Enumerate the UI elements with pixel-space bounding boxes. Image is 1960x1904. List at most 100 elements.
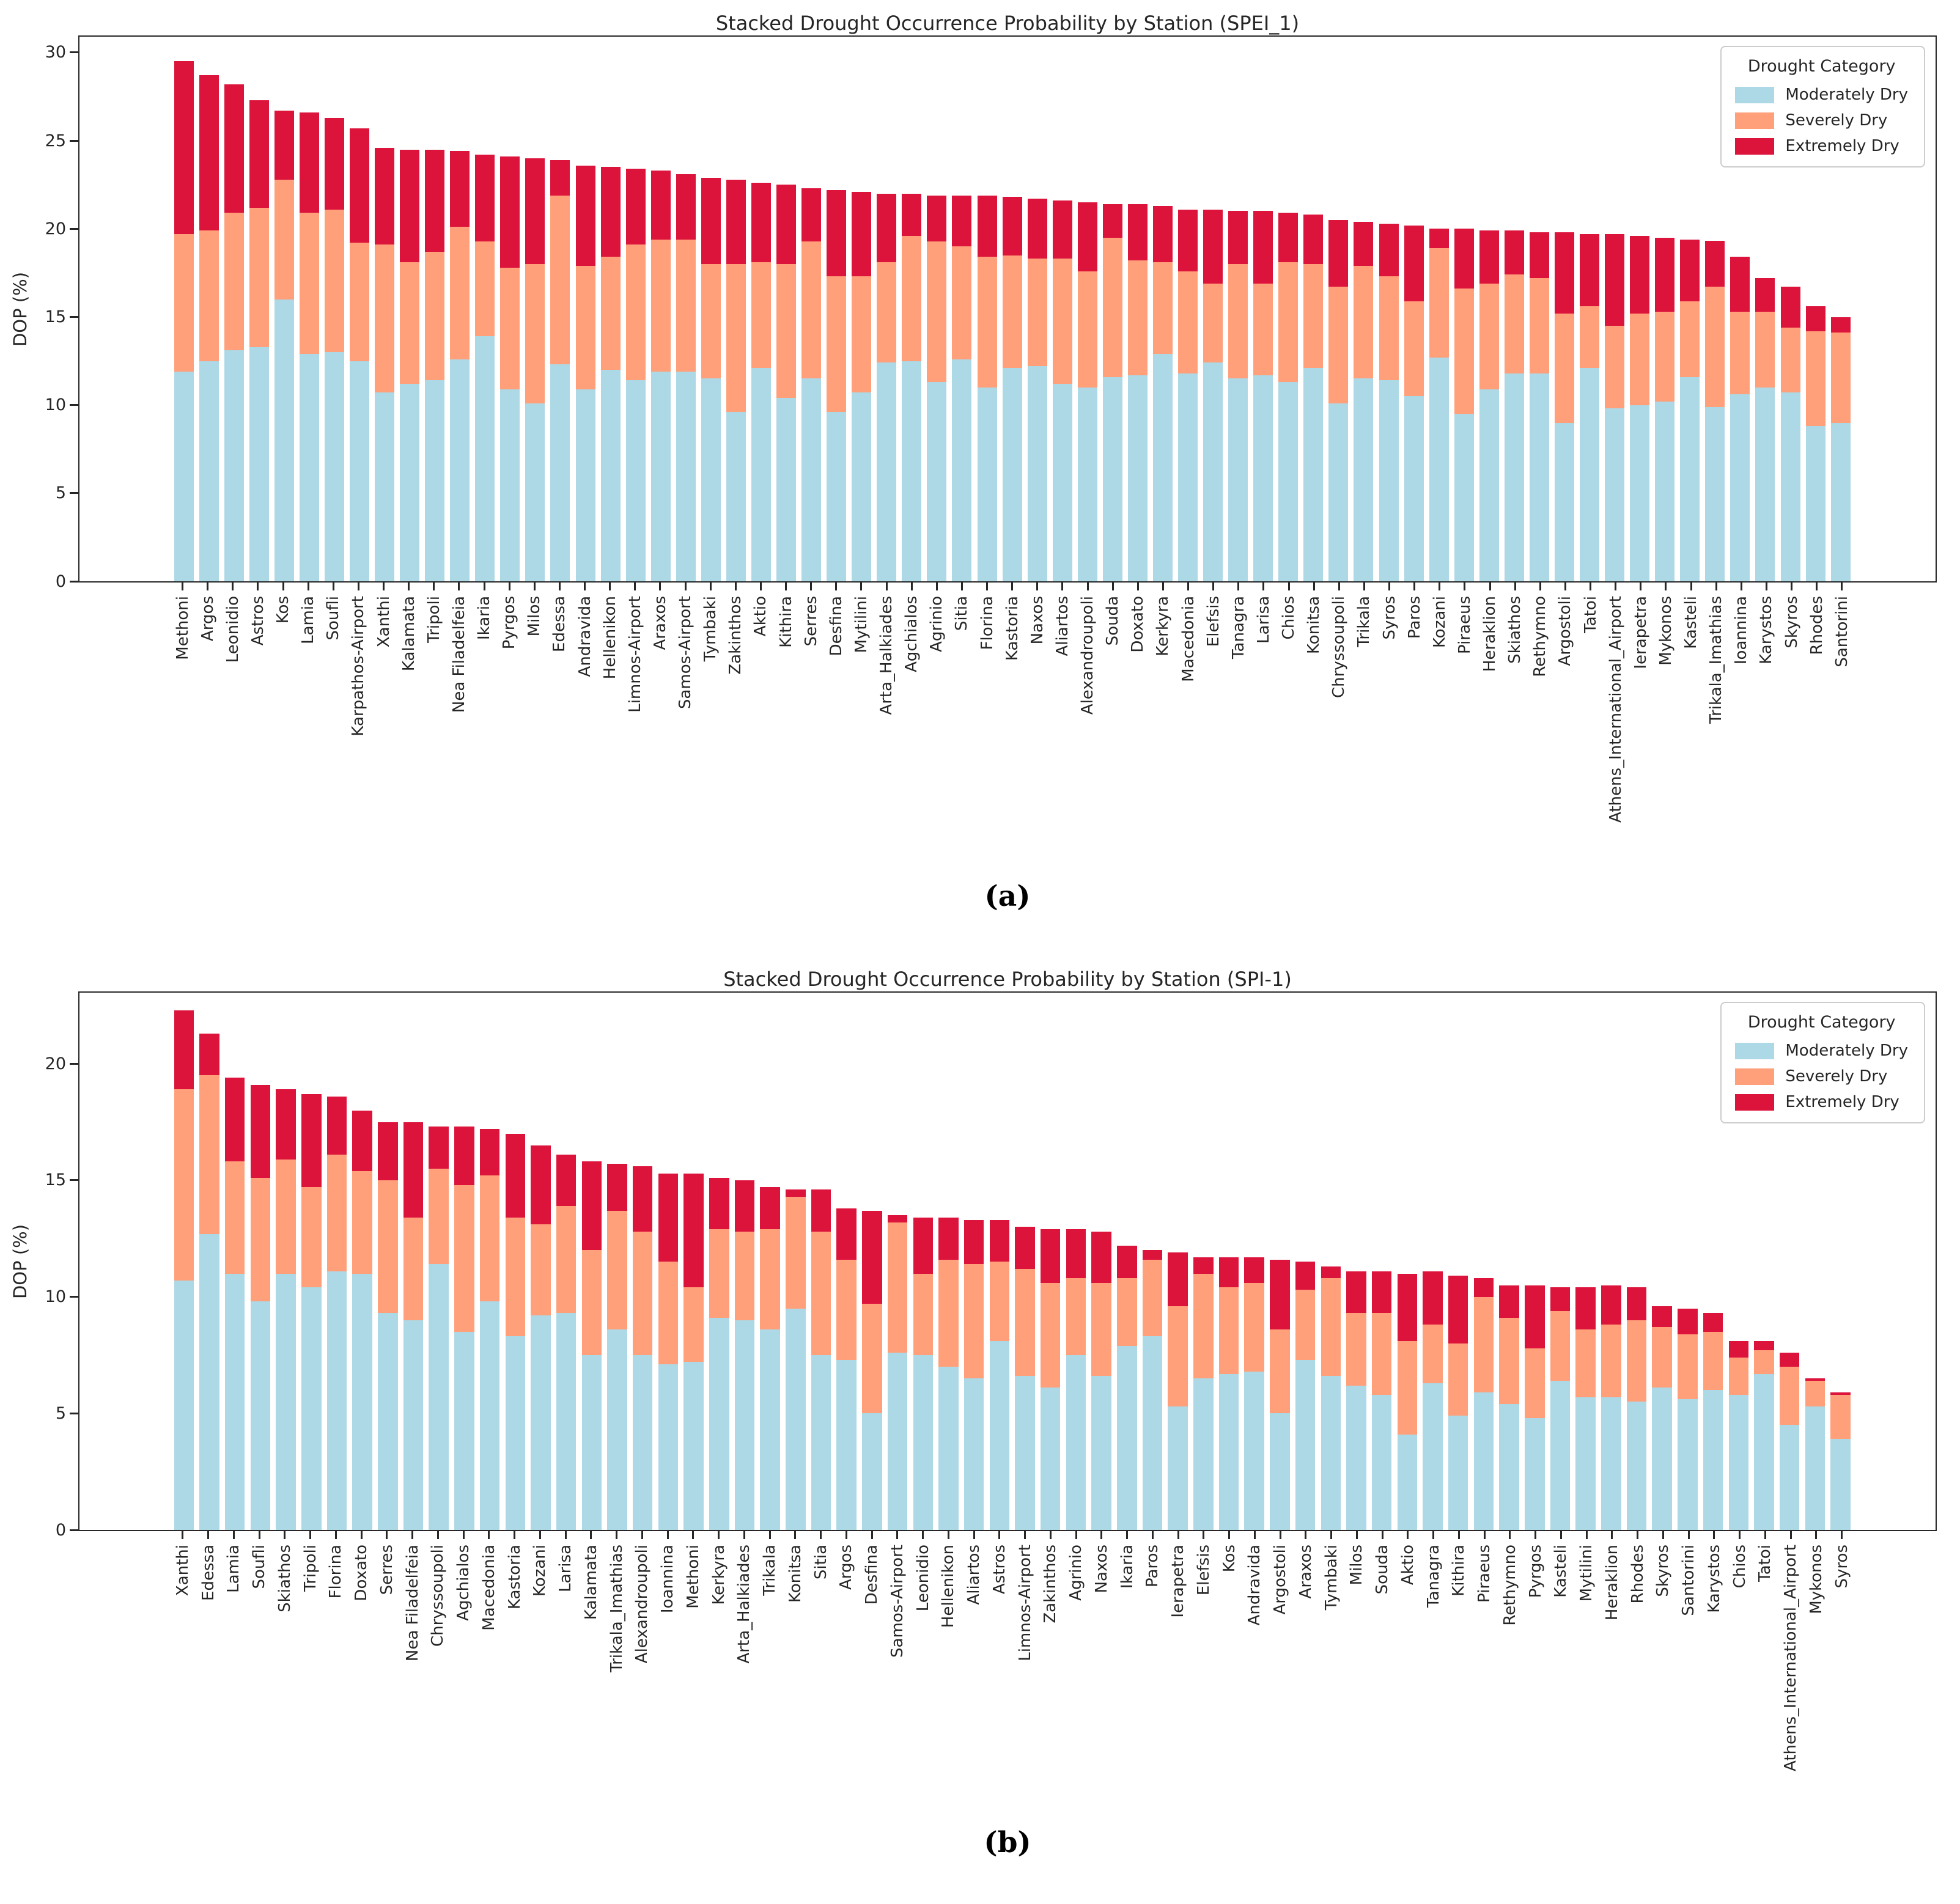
bar-column-limnos-airport xyxy=(623,169,648,581)
segment-extremely-dry xyxy=(429,1127,449,1169)
segment-extremely-dry xyxy=(1379,223,1399,277)
segment-severely-dry xyxy=(174,233,194,372)
stacked-bar-aktio xyxy=(751,183,771,581)
x-category-pyrgos: Pyrgos xyxy=(497,583,522,864)
x-tick-mark xyxy=(1590,583,1592,590)
stacked-bar-limnos-airport xyxy=(625,169,646,581)
segment-extremely-dry xyxy=(1193,1257,1214,1274)
segment-severely-dry xyxy=(1077,271,1097,388)
bar-column-rhodes xyxy=(1803,306,1828,581)
y-tick-mark xyxy=(70,1062,78,1065)
stacked-bar-chryssoupoli xyxy=(429,1127,449,1530)
x-tick-mark xyxy=(257,583,259,590)
y-tick-label: 20 xyxy=(45,1054,66,1073)
stacked-bar-karystos xyxy=(1703,1313,1723,1530)
y-tick-mark xyxy=(70,404,78,406)
stacked-bar-arta-halkiades xyxy=(877,193,897,581)
x-category-agrinio: Agrinio xyxy=(1063,1531,1089,1807)
x-tick-mark xyxy=(558,583,561,590)
segment-severely-dry xyxy=(751,262,771,369)
segment-moderately-dry xyxy=(400,384,420,581)
x-tick-mark xyxy=(785,583,787,590)
x-category-andravida: Andravida xyxy=(1242,1531,1268,1807)
segment-severely-dry xyxy=(324,209,344,353)
bar-column-soufli xyxy=(248,1084,273,1530)
segment-moderately-dry xyxy=(581,1355,602,1530)
x-tick-mark xyxy=(1162,583,1164,590)
segment-severely-dry xyxy=(1328,287,1349,403)
x-tick-label: Piraeus xyxy=(1455,596,1474,654)
x-tick-label: Kastoria xyxy=(505,1545,524,1610)
segment-severely-dry xyxy=(1278,262,1299,383)
segment-extremely-dry xyxy=(378,1122,398,1180)
segment-severely-dry xyxy=(400,262,420,384)
x-tick-label: Ierapetra xyxy=(1631,596,1650,669)
x-tick-mark xyxy=(1330,1531,1333,1539)
segment-moderately-dry xyxy=(301,1287,322,1530)
segment-moderately-dry xyxy=(1448,1416,1468,1530)
stacked-bar-ierapetra xyxy=(1168,1252,1188,1530)
segment-severely-dry xyxy=(1404,301,1424,397)
x-category-desfina: Desfina xyxy=(859,1531,885,1807)
segment-severely-dry xyxy=(403,1218,424,1320)
stacked-bar-agrinio xyxy=(1066,1229,1086,1530)
legend-entry-severely-dry: Severely Dry xyxy=(1735,111,1908,130)
stacked-bar-xanthi xyxy=(174,1010,194,1530)
bar-column-santorini xyxy=(1828,317,1853,581)
bar-column-ikaria xyxy=(1114,1245,1140,1530)
x-category-naxos: Naxos xyxy=(1089,1531,1114,1807)
segment-severely-dry xyxy=(1228,263,1248,379)
x-category-elefsis: Elefsis xyxy=(1201,583,1226,864)
segment-moderately-dry xyxy=(607,1329,627,1530)
x-category-kastoria: Kastoria xyxy=(1000,583,1025,864)
segment-extremely-dry xyxy=(475,155,495,241)
x-category-lamia: Lamia xyxy=(221,1531,247,1807)
x-tick-mark xyxy=(1228,1531,1231,1539)
stacked-bar-sitia xyxy=(952,195,972,581)
x-tick-mark xyxy=(258,1531,260,1539)
segment-extremely-dry xyxy=(1040,1229,1061,1283)
bar-column-karystos xyxy=(1753,278,1778,581)
x-category-ioannina: Ioannina xyxy=(655,1531,680,1807)
segment-extremely-dry xyxy=(375,147,395,245)
bar-column-souda xyxy=(1369,1271,1394,1530)
segment-moderately-dry xyxy=(701,378,721,581)
segment-moderately-dry xyxy=(902,361,922,581)
x-category-agchialos: Agchialos xyxy=(451,1531,476,1807)
x-tick-label: Argostoli xyxy=(1271,1545,1290,1615)
x-tick-mark xyxy=(1687,1531,1690,1539)
legend-swatch-moderately-dry-icon xyxy=(1735,1042,1775,1059)
bar-column-kozani xyxy=(1426,229,1451,581)
x-category-kozani: Kozani xyxy=(528,1531,553,1807)
segment-severely-dry xyxy=(1499,1317,1519,1405)
x-tick-mark xyxy=(1203,1531,1205,1539)
segment-moderately-dry xyxy=(1091,1376,1111,1530)
x-tick-label: Aliartos xyxy=(965,1545,984,1605)
bar-column-tanagra xyxy=(1226,211,1251,581)
segment-extremely-dry xyxy=(1580,233,1600,307)
segment-moderately-dry xyxy=(625,380,646,581)
segment-severely-dry xyxy=(1805,1380,1826,1406)
bar-column-sitia xyxy=(949,195,974,581)
bar-column-athens-international-airport xyxy=(1602,233,1627,581)
x-tick-mark xyxy=(437,1531,439,1539)
x-tick-label: Rhodes xyxy=(1628,1545,1647,1604)
x-category-alexandroupoli: Alexandroupoli xyxy=(630,1531,655,1807)
segment-extremely-dry xyxy=(913,1218,934,1274)
y-tick-mark xyxy=(70,492,78,494)
segment-severely-dry xyxy=(1040,1282,1061,1388)
x-category-ikaria: Ikaria xyxy=(472,583,497,864)
segment-severely-dry xyxy=(801,241,822,379)
segment-extremely-dry xyxy=(1805,1378,1826,1381)
bar-column-sitia xyxy=(808,1189,834,1530)
stacked-bar-mykonos xyxy=(1655,237,1675,581)
x-tick-label: Andravida xyxy=(575,596,594,677)
segment-severely-dry xyxy=(199,1075,219,1234)
bar-column-aliartos xyxy=(961,1219,987,1530)
segment-extremely-dry xyxy=(299,112,319,213)
stacked-bar-kos xyxy=(274,111,294,581)
x-category-kos: Kos xyxy=(1217,1531,1242,1807)
x-category-mykonos: Mykonos xyxy=(1653,583,1678,864)
segment-moderately-dry xyxy=(224,350,244,581)
stacked-bar-naxos xyxy=(1091,1231,1111,1530)
